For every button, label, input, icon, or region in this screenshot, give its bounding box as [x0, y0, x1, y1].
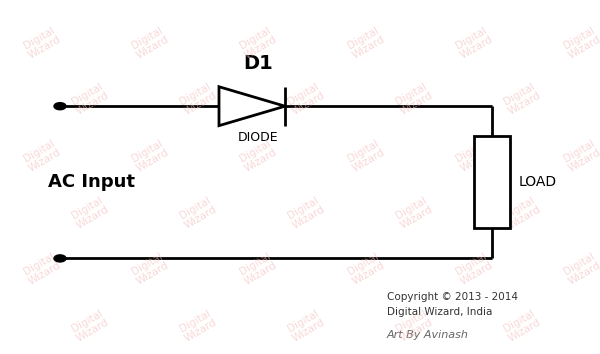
Polygon shape: [219, 87, 285, 126]
Text: Digital
Wizard: Digital Wizard: [178, 194, 218, 230]
Text: Digital
Wizard: Digital Wizard: [454, 24, 494, 61]
Bar: [474, 136, 510, 228]
Text: Digital
Wizard: Digital Wizard: [22, 24, 62, 61]
Text: Digital
Wizard: Digital Wizard: [238, 251, 278, 287]
Text: Digital
Wizard: Digital Wizard: [286, 308, 326, 344]
Text: Digital
Wizard: Digital Wizard: [346, 251, 386, 287]
Circle shape: [54, 103, 66, 110]
Text: Digital
Wizard: Digital Wizard: [394, 81, 434, 117]
Text: Digital
Wizard: Digital Wizard: [70, 81, 110, 117]
Text: DIODE: DIODE: [238, 131, 278, 144]
Text: Art By Avinash: Art By Avinash: [387, 330, 469, 339]
Text: Digital
Wizard: Digital Wizard: [562, 251, 600, 287]
Text: Digital
Wizard: Digital Wizard: [22, 251, 62, 287]
Text: Digital
Wizard: Digital Wizard: [238, 138, 278, 174]
Text: Digital
Wizard: Digital Wizard: [346, 138, 386, 174]
Text: Digital
Wizard: Digital Wizard: [130, 24, 170, 61]
Text: Digital
Wizard: Digital Wizard: [346, 24, 386, 61]
Circle shape: [54, 255, 66, 262]
Text: Digital
Wizard: Digital Wizard: [286, 194, 326, 230]
Text: Digital
Wizard: Digital Wizard: [238, 24, 278, 61]
Text: D1: D1: [243, 53, 273, 73]
Text: Digital
Wizard: Digital Wizard: [454, 138, 494, 174]
Text: Digital
Wizard: Digital Wizard: [130, 251, 170, 287]
Text: Copyright © 2013 - 2014
Digital Wizard, India: Copyright © 2013 - 2014 Digital Wizard, …: [387, 292, 518, 317]
Text: Digital
Wizard: Digital Wizard: [502, 308, 542, 344]
Text: Digital
Wizard: Digital Wizard: [70, 308, 110, 344]
Text: Digital
Wizard: Digital Wizard: [562, 138, 600, 174]
Text: Digital
Wizard: Digital Wizard: [178, 81, 218, 117]
Text: Digital
Wizard: Digital Wizard: [70, 194, 110, 230]
Text: Digital
Wizard: Digital Wizard: [502, 194, 542, 230]
Text: Digital
Wizard: Digital Wizard: [502, 81, 542, 117]
Text: Digital
Wizard: Digital Wizard: [562, 24, 600, 61]
Text: AC Input: AC Input: [48, 173, 135, 191]
Text: LOAD: LOAD: [519, 175, 557, 189]
Text: Digital
Wizard: Digital Wizard: [178, 308, 218, 344]
Text: Digital
Wizard: Digital Wizard: [394, 308, 434, 344]
Text: Digital
Wizard: Digital Wizard: [22, 138, 62, 174]
Text: Digital
Wizard: Digital Wizard: [130, 138, 170, 174]
Text: Digital
Wizard: Digital Wizard: [394, 194, 434, 230]
Text: Digital
Wizard: Digital Wizard: [286, 81, 326, 117]
Text: Digital
Wizard: Digital Wizard: [454, 251, 494, 287]
